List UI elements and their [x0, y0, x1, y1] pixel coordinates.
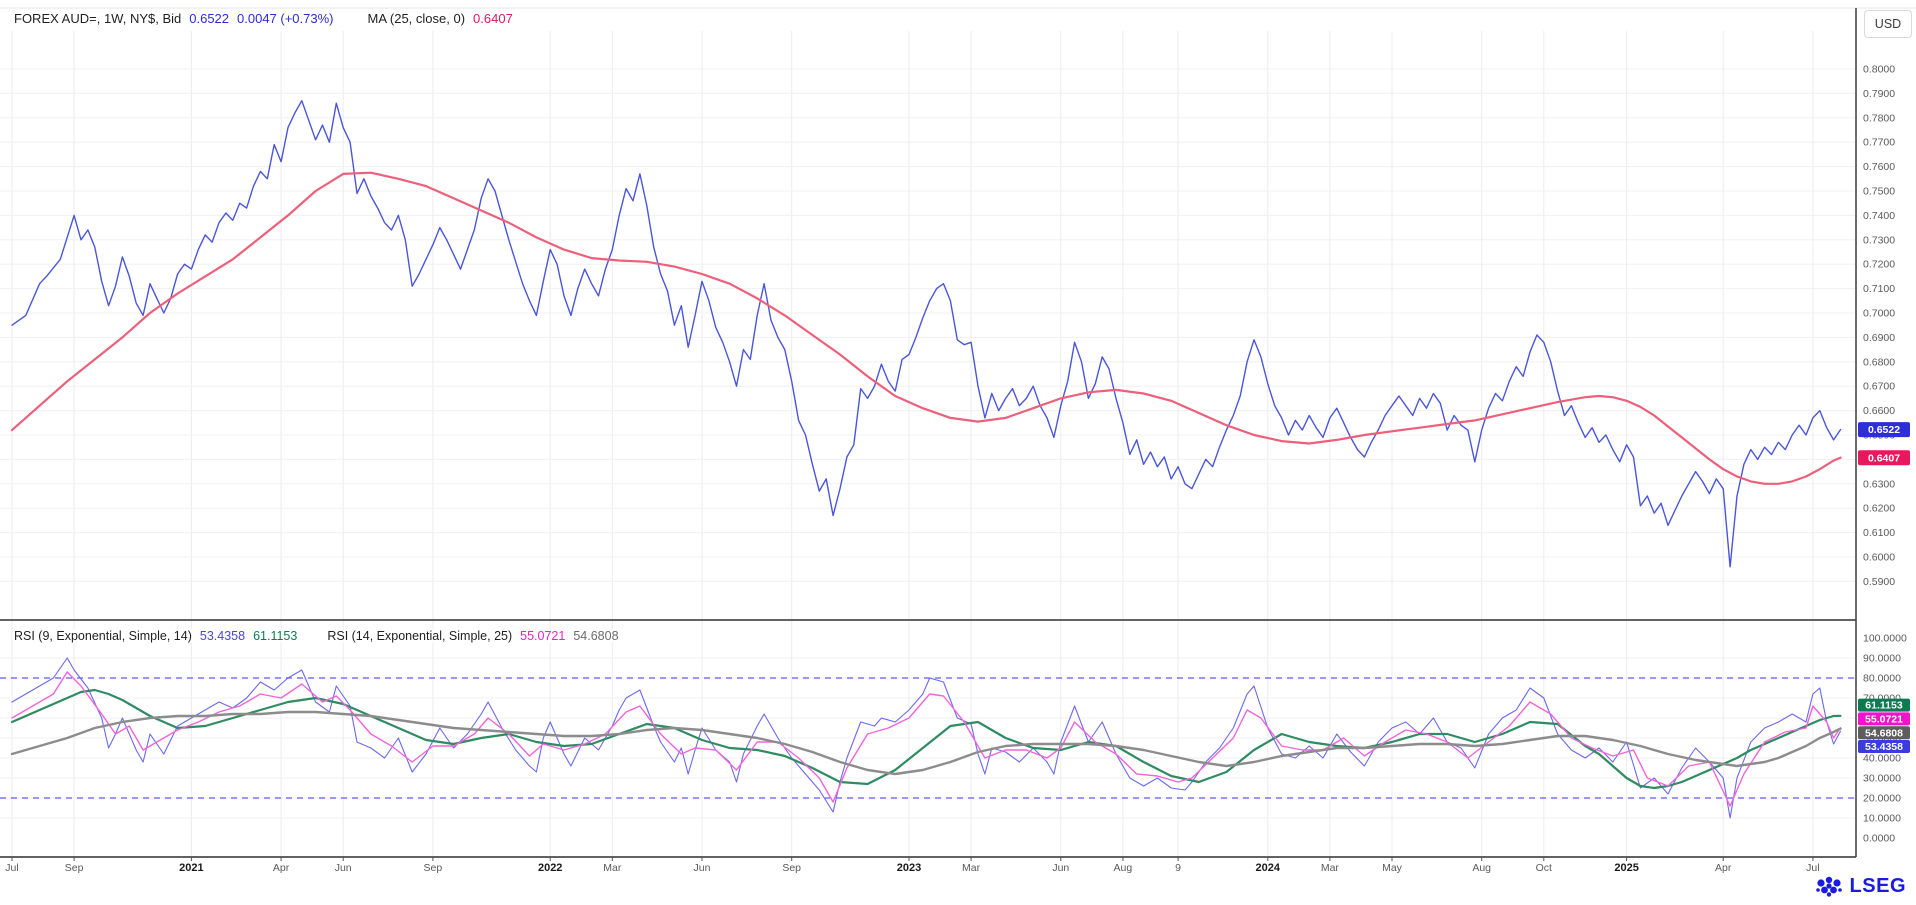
price-tick-label: 0.6700 — [1863, 381, 1895, 393]
price-tick-label: 0.7400 — [1863, 210, 1895, 222]
svg-text:0.6407: 0.6407 — [1868, 452, 1900, 464]
ma-legend-value: 0.6407 — [473, 11, 513, 26]
rsi-fast-label[interactable]: RSI (9, Exponential, Simple, 14) — [14, 629, 192, 643]
series-line-rsi-14-signal-simple-25-[interactable] — [10, 710, 1842, 776]
time-label-month: Jul — [1806, 862, 1819, 874]
time-label-month: Mar — [603, 862, 622, 874]
rsi-fast-signal-value: 61.1153 — [253, 629, 298, 643]
rsi-value-badge: 61.1153 — [1858, 698, 1910, 712]
price-tick-label: 0.7500 — [1863, 186, 1895, 198]
time-label-year: 2024 — [1256, 862, 1281, 874]
series-line-rsi-9-signal-simple-14-[interactable] — [10, 688, 1842, 790]
time-label-year: 2022 — [538, 862, 562, 874]
time-label-month: Jun — [694, 862, 711, 874]
time-label-year: 2023 — [897, 862, 921, 874]
time-axis-ticks — [11, 857, 1814, 861]
svg-text:61.1153: 61.1153 — [1865, 700, 1903, 712]
price-tick-label: 0.7700 — [1863, 137, 1895, 149]
svg-text:53.4358: 53.4358 — [1865, 741, 1903, 753]
price-tick-label: 0.6900 — [1863, 332, 1895, 344]
rsi-slow-value: 55.0721 — [520, 629, 566, 643]
rsi-value-badge: 53.4358 — [1858, 740, 1910, 753]
price-tick-label: 0.6100 — [1863, 527, 1895, 539]
series-line-rsi-9-exponential-[interactable] — [11, 657, 1842, 819]
ma-legend-label[interactable]: MA (25, close, 0) — [367, 11, 466, 26]
series-line-aud-bid[interactable] — [11, 99, 1842, 568]
time-label-month: Mar — [962, 862, 981, 874]
time-label-month: Mar — [1321, 862, 1340, 874]
rsi-tick-label: 40.0000 — [1863, 753, 1901, 765]
series-line-rsi-14-exponential-[interactable] — [11, 671, 1842, 807]
time-label-month: Aug — [1114, 862, 1133, 874]
rsi-tick-label: 10.0000 — [1863, 813, 1901, 825]
price-tick-label: 0.6200 — [1863, 503, 1895, 515]
rsi-tick-label: 30.0000 — [1863, 773, 1901, 785]
price-tick-label: 0.6800 — [1863, 356, 1895, 368]
price-tick-label: 0.7600 — [1863, 161, 1895, 173]
svg-text:0.6522: 0.6522 — [1868, 424, 1900, 436]
time-label-month: Apr — [1715, 862, 1732, 874]
rsi-legend: RSI (9, Exponential, Simple, 14) 53.4358… — [14, 629, 629, 643]
currency-label: USD — [1874, 17, 1902, 31]
last-price-badge: 0.6522 — [1858, 422, 1910, 438]
gridlines — [0, 31, 1856, 857]
time-label-month: Aug — [1472, 862, 1491, 874]
rsi-tick-label: 100.0000 — [1863, 633, 1907, 645]
lseg-logo: LSEG — [1814, 873, 1906, 899]
currency-selector-button[interactable]: USD — [1864, 10, 1912, 38]
time-label-month: Jun — [1052, 862, 1069, 874]
price-tick-label: 0.7200 — [1863, 259, 1895, 271]
price-axis[interactable]: 0.8000 0.7900 0.7800 0.7700 0.7600 0.7500 0.74… — [1863, 64, 1895, 588]
svg-text:55.0721: 55.0721 — [1865, 714, 1903, 726]
time-label-month: Apr — [273, 862, 290, 874]
rsi-fast-value: 53.4358 — [199, 629, 246, 643]
svg-text:54.6808: 54.6808 — [1865, 727, 1903, 739]
rsi-tick-label: 90.0000 — [1863, 653, 1901, 665]
time-label-month: Oct — [1536, 862, 1552, 874]
rsi-value-badge: 54.6808 — [1858, 726, 1910, 739]
time-label-year: 2025 — [1614, 862, 1638, 874]
rsi-value-badge: 55.0721 — [1858, 712, 1910, 726]
price-tick-label: 0.5900 — [1863, 576, 1895, 588]
rsi-slow-signal-value: 54.6808 — [573, 629, 619, 643]
last-price-value: 0.6522 — [189, 11, 230, 26]
rsi-tick-label: 20.0000 — [1863, 793, 1901, 805]
price-tick-label: 0.6000 — [1863, 552, 1895, 564]
instrument-title[interactable]: FOREX AUD=, 1W, NY$, Bid — [14, 11, 182, 26]
time-label-month: Sep — [782, 862, 801, 874]
time-axis[interactable]: Jul Sep 2021 Apr Jun Sep 2022 Mar Jun Sep 2023 Mar J… — [5, 862, 1819, 874]
instrument-legend: FOREX AUD=, 1W, NY$, Bid 0.6522 0.0047 (… — [14, 11, 523, 26]
price-tick-label: 0.7000 — [1863, 308, 1895, 320]
price-tick-label: 0.6300 — [1863, 478, 1895, 490]
series-line-ma-25-close-0-[interactable] — [10, 171, 1842, 485]
price-tick-label: 0.6600 — [1863, 405, 1895, 417]
rsi-tick-label: 80.0000 — [1863, 673, 1901, 685]
time-label-month: Sep — [65, 862, 84, 874]
ma-value-badge: 0.6407 — [1858, 450, 1910, 466]
time-label-year: 2021 — [179, 862, 203, 874]
price-tick-label: 0.7800 — [1863, 112, 1895, 124]
rsi-slow-label[interactable]: RSI (14, Exponential, Simple, 25) — [327, 629, 513, 643]
price-tick-label: 0.7300 — [1863, 234, 1895, 246]
price-change-value: 0.0047 (+0.73%) — [237, 11, 334, 26]
price-tick-label: 0.8000 — [1863, 64, 1895, 76]
time-label-month: Jun — [335, 862, 352, 874]
time-label-month: Sep — [424, 862, 443, 874]
time-label-month: 9 — [1175, 862, 1181, 874]
rsi-tick-label: 0.0000 — [1863, 833, 1895, 845]
lseg-logo-text: LSEG — [1849, 874, 1906, 897]
time-label-month: May — [1382, 862, 1403, 874]
lseg-crest-icon — [1815, 876, 1842, 897]
time-label-month: Jul — [5, 862, 18, 874]
price-tick-label: 0.7100 — [1863, 283, 1895, 295]
price-tick-label: 0.7900 — [1863, 88, 1895, 100]
